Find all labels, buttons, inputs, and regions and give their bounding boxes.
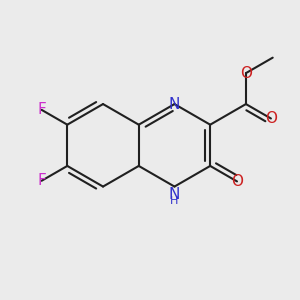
Text: F: F — [37, 173, 46, 188]
Text: N: N — [169, 97, 180, 112]
Text: O: O — [240, 66, 252, 81]
Text: N: N — [169, 187, 180, 202]
Text: O: O — [265, 111, 277, 126]
Text: O: O — [231, 174, 243, 189]
Text: H: H — [170, 196, 179, 206]
Text: F: F — [37, 102, 46, 117]
